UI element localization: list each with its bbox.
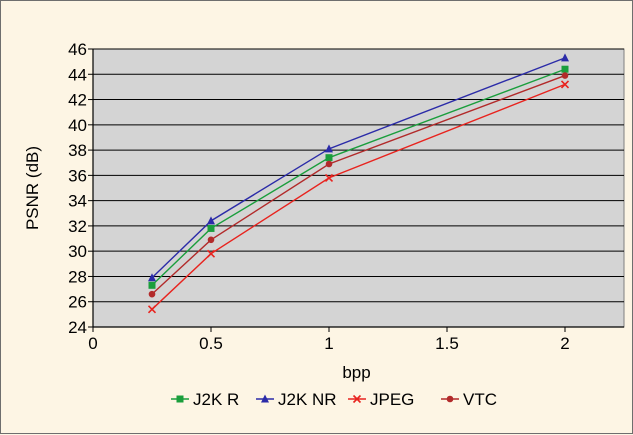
y-tick-label: 36 bbox=[68, 166, 87, 185]
data-point-jpeg bbox=[147, 305, 157, 314]
data-point-j2k-r bbox=[561, 65, 569, 73]
y-tick-label: 44 bbox=[68, 65, 87, 84]
y-tick-label: 32 bbox=[68, 217, 87, 236]
data-point-j2k-r bbox=[325, 154, 333, 162]
data-point-jpeg bbox=[324, 173, 334, 182]
data-point-jpeg bbox=[560, 80, 570, 89]
legend-marker-jpeg bbox=[352, 394, 362, 404]
legend-marker-vtc bbox=[446, 395, 454, 403]
series-line-j2k-nr bbox=[151, 57, 566, 279]
data-point-vtc bbox=[148, 290, 156, 298]
y-tick-label: 30 bbox=[68, 242, 87, 261]
x-axis-title: bpp bbox=[342, 363, 370, 382]
legend-item-j2k-r: J2K R bbox=[171, 390, 239, 409]
data-point-vtc bbox=[207, 236, 215, 244]
tick-labels: 24 26 28 30 32 34 36 38 40 42 44 46 0 0.5 1 1.5 2 bbox=[68, 40, 570, 353]
gridlines bbox=[93, 48, 624, 303]
legend-item-jpeg: JPEG bbox=[348, 390, 414, 409]
y-tick-label: 42 bbox=[68, 91, 87, 110]
axes bbox=[92, 49, 624, 328]
series-line-jpeg bbox=[151, 83, 566, 310]
series-line-vtc bbox=[151, 74, 566, 295]
legend-marker-j2k-r bbox=[176, 395, 184, 403]
data-point-vtc bbox=[561, 72, 569, 79]
x-tick-label: 0 bbox=[88, 334, 97, 353]
data-point-jpeg bbox=[206, 249, 216, 258]
data-point-vtc bbox=[325, 160, 333, 168]
data-point-j2k-nr bbox=[561, 53, 569, 62]
plot-area bbox=[92, 48, 625, 328]
legend-label-j2k-nr: J2K NR bbox=[278, 390, 337, 409]
data-point-j2k-r bbox=[148, 281, 156, 289]
data-point-j2k-nr bbox=[207, 216, 215, 225]
legend-marker-j2k-nr bbox=[261, 394, 269, 403]
series-lines bbox=[151, 57, 566, 310]
x-tick-label: 1.5 bbox=[435, 334, 459, 353]
x-tick-label: 2 bbox=[560, 334, 569, 353]
legend-label-jpeg: JPEG bbox=[370, 390, 414, 409]
legend-label-j2k-r: J2K R bbox=[193, 390, 239, 409]
y-tick-label: 38 bbox=[68, 141, 87, 160]
y-tick-label: 40 bbox=[68, 116, 87, 135]
y-tick-label: 46 bbox=[68, 40, 87, 59]
series-markers bbox=[147, 53, 570, 314]
data-point-j2k-r bbox=[207, 224, 215, 232]
data-point-j2k-nr bbox=[325, 144, 333, 153]
y-tick-label: 26 bbox=[68, 293, 87, 312]
x-tick-label: 0.5 bbox=[199, 334, 223, 353]
series-line-j2k-r bbox=[151, 68, 566, 286]
y-axis-title: PSNR (dB) bbox=[23, 146, 42, 230]
data-point-j2k-nr bbox=[148, 273, 156, 282]
y-tick-label: 28 bbox=[68, 267, 87, 286]
legend-item-j2k-nr: J2K NR bbox=[256, 390, 337, 409]
legend-item-vtc: VTC bbox=[441, 390, 497, 409]
legend: J2K R J2K NR JPEG VTC bbox=[171, 390, 497, 409]
legend-label-vtc: VTC bbox=[463, 390, 497, 409]
y-tick-label: 24 bbox=[68, 318, 87, 337]
x-tick-label: 1 bbox=[324, 334, 333, 353]
y-tick-label: 34 bbox=[68, 192, 87, 211]
